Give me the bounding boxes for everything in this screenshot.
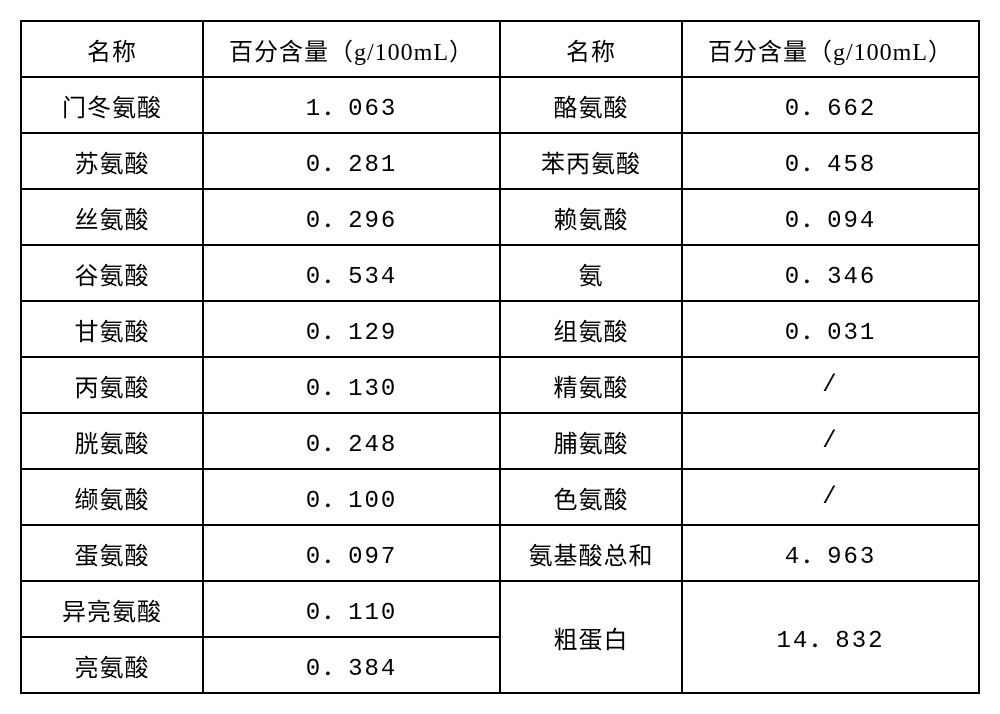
- table-row: 异亮氨酸 0．110 粗蛋白 14．832: [21, 581, 979, 637]
- cell-name: 丙氨酸: [21, 357, 203, 413]
- header-name-right: 名称: [500, 21, 682, 77]
- table-row: 丝氨酸 0．296 赖氨酸 0．094: [21, 189, 979, 245]
- cell-value: 0．129: [203, 301, 500, 357]
- cell-value: 1．063: [203, 77, 500, 133]
- cell-name: 谷氨酸: [21, 245, 203, 301]
- cell-value: 0．458: [682, 133, 979, 189]
- cell-name: 胱氨酸: [21, 413, 203, 469]
- cell-name: 脯氨酸: [500, 413, 682, 469]
- amino-acid-table-wrap: 名称 百分含量（g/100mL） 名称 百分含量（g/100mL） 门冬氨酸 1…: [20, 20, 980, 694]
- cell-value: 0．130: [203, 357, 500, 413]
- amino-acid-table: 名称 百分含量（g/100mL） 名称 百分含量（g/100mL） 门冬氨酸 1…: [20, 20, 980, 694]
- header-value-right: 百分含量（g/100mL）: [682, 21, 979, 77]
- cell-value: /: [682, 413, 979, 469]
- cell-value: 0．296: [203, 189, 500, 245]
- cell-name: 氨基酸总和: [500, 525, 682, 581]
- table-row: 胱氨酸 0．248 脯氨酸 /: [21, 413, 979, 469]
- cell-name: 甘氨酸: [21, 301, 203, 357]
- table-row: 蛋氨酸 0．097 氨基酸总和 4．963: [21, 525, 979, 581]
- table-header-row: 名称 百分含量（g/100mL） 名称 百分含量（g/100mL）: [21, 21, 979, 77]
- cell-value-merged: 14．832: [682, 581, 979, 693]
- cell-name: 丝氨酸: [21, 189, 203, 245]
- cell-value: 0．662: [682, 77, 979, 133]
- cell-value: /: [682, 469, 979, 525]
- cell-value: 0．094: [682, 189, 979, 245]
- cell-name: 酪氨酸: [500, 77, 682, 133]
- cell-value: 0．346: [682, 245, 979, 301]
- cell-name: 色氨酸: [500, 469, 682, 525]
- cell-value: 0．384: [203, 637, 500, 693]
- cell-value: 0．097: [203, 525, 500, 581]
- table-row: 甘氨酸 0．129 组氨酸 0．031: [21, 301, 979, 357]
- cell-name: 赖氨酸: [500, 189, 682, 245]
- cell-name: 缬氨酸: [21, 469, 203, 525]
- cell-name: 亮氨酸: [21, 637, 203, 693]
- cell-name: 异亮氨酸: [21, 581, 203, 637]
- header-name-left: 名称: [21, 21, 203, 77]
- table-row: 谷氨酸 0．534 氨 0．346: [21, 245, 979, 301]
- cell-value: 0．100: [203, 469, 500, 525]
- cell-value: 0．281: [203, 133, 500, 189]
- cell-value: 0．110: [203, 581, 500, 637]
- cell-name: 蛋氨酸: [21, 525, 203, 581]
- cell-name: 组氨酸: [500, 301, 682, 357]
- table-row: 苏氨酸 0．281 苯丙氨酸 0．458: [21, 133, 979, 189]
- cell-name: 苏氨酸: [21, 133, 203, 189]
- cell-value: /: [682, 357, 979, 413]
- cell-name: 精氨酸: [500, 357, 682, 413]
- cell-value: 0．248: [203, 413, 500, 469]
- cell-name: 氨: [500, 245, 682, 301]
- cell-name: 苯丙氨酸: [500, 133, 682, 189]
- table-row: 丙氨酸 0．130 精氨酸 /: [21, 357, 979, 413]
- cell-value: 0．534: [203, 245, 500, 301]
- cell-name-merged: 粗蛋白: [500, 581, 682, 693]
- cell-value: 4．963: [682, 525, 979, 581]
- cell-name: 门冬氨酸: [21, 77, 203, 133]
- cell-value: 0．031: [682, 301, 979, 357]
- header-value-left: 百分含量（g/100mL）: [203, 21, 500, 77]
- table-row: 缬氨酸 0．100 色氨酸 /: [21, 469, 979, 525]
- table-row: 门冬氨酸 1．063 酪氨酸 0．662: [21, 77, 979, 133]
